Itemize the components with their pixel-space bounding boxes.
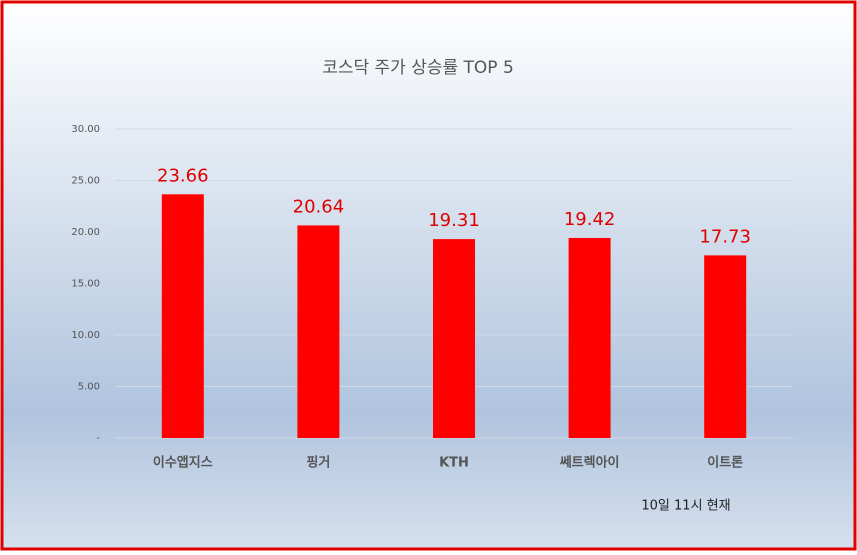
y-tick-label: 5.00 [78, 382, 100, 393]
chart-title: 코스닥 주가 상승률 TOP 5 [322, 58, 514, 78]
x-tick-label: 이트론 [707, 455, 743, 471]
bar [297, 225, 340, 438]
value-label: 19.42 [564, 209, 616, 230]
y-tick-label: 10.00 [71, 330, 100, 341]
annotation: 10일 11시 현재 [641, 499, 730, 514]
x-tick-label: 핑거 [306, 455, 330, 471]
bar [704, 255, 747, 438]
y-tick-label: 15.00 [71, 279, 100, 290]
y-tick-label: 25.00 [71, 176, 100, 187]
bar [433, 239, 475, 438]
y-tick-label: 30.00 [71, 124, 100, 135]
x-tick-label: 이수앱지스 [153, 455, 213, 471]
x-tick-label: KTH [439, 456, 469, 471]
y-tick-label: - [96, 433, 100, 444]
value-label: 23.66 [157, 165, 209, 186]
value-label: 17.73 [699, 226, 751, 247]
x-tick-label: 쎄트렉아이 [560, 455, 620, 471]
bar [568, 237, 611, 438]
y-tick-label: 20.00 [71, 227, 100, 238]
bar [161, 194, 204, 438]
value-label: 19.31 [428, 210, 480, 231]
value-label: 20.64 [293, 196, 345, 217]
